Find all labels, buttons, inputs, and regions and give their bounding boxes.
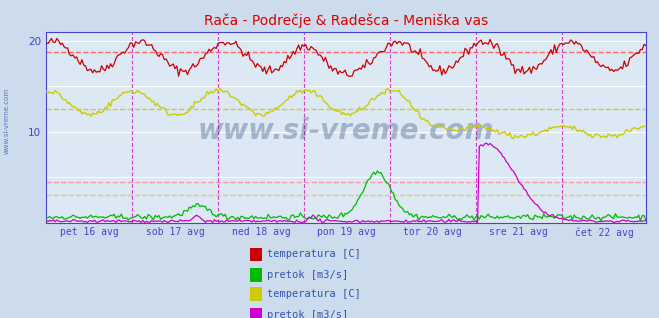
Text: pretok [m3/s]: pretok [m3/s] [267,310,348,318]
Text: pretok [m3/s]: pretok [m3/s] [267,270,348,280]
Text: temperatura [C]: temperatura [C] [267,289,360,299]
Text: www.si-vreme.com: www.si-vreme.com [3,88,10,154]
Text: temperatura [C]: temperatura [C] [267,249,360,259]
Title: Rača - Podrečje & Radešca - Meniška vas: Rača - Podrečje & Radešca - Meniška vas [204,13,488,28]
Text: www.si-vreme.com: www.si-vreme.com [198,117,494,145]
